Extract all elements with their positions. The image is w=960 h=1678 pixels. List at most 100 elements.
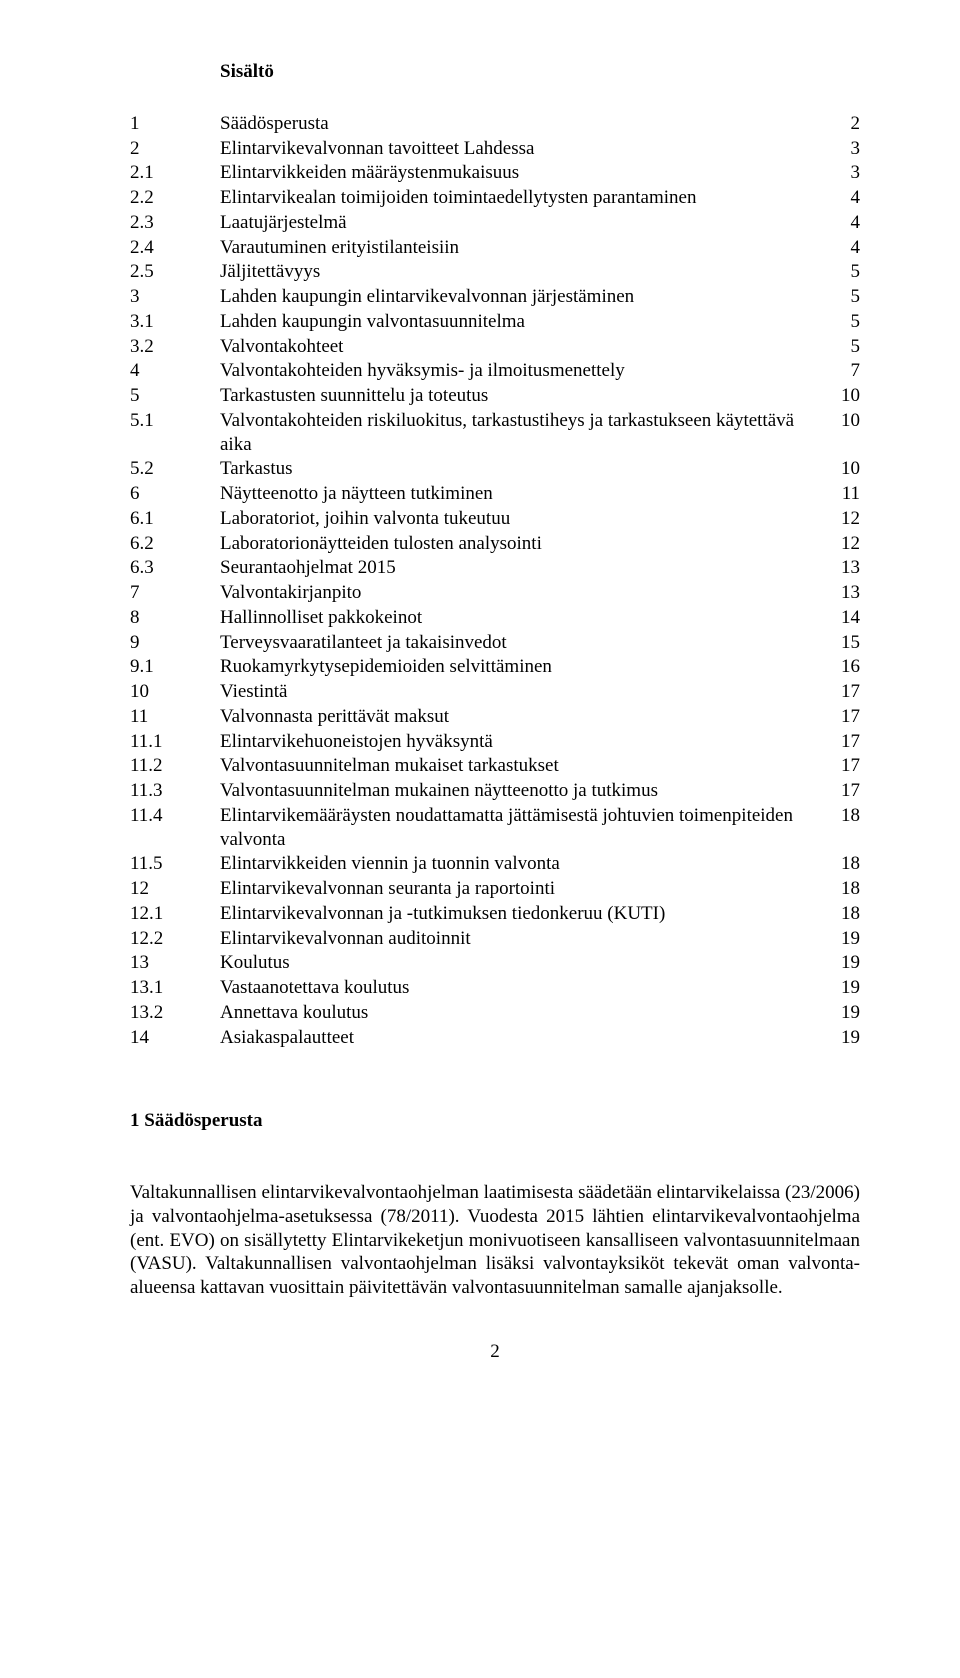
toc-entry-number: 11.4	[130, 804, 220, 828]
toc-row: 10Viestintä17	[130, 680, 860, 704]
toc-entry-label: Säädösperusta	[220, 112, 824, 136]
toc-entry-page: 4	[824, 186, 860, 210]
toc-entry-label: Asiakaspalautteet	[220, 1026, 824, 1050]
toc-entry-label: Elintarvikevalvonnan seuranta ja raporto…	[220, 877, 824, 901]
toc-row: 12.1Elintarvikevalvonnan ja -tutkimuksen…	[130, 902, 860, 926]
toc-row: 2.2Elintarvikealan toimijoiden toimintae…	[130, 186, 860, 210]
toc-entry-label: Elintarvikkeiden määräystenmukaisuus	[220, 161, 824, 185]
toc-entry-page: 15	[824, 631, 860, 655]
toc-entry-number: 6	[130, 482, 220, 506]
toc-entry-number: 2.3	[130, 211, 220, 235]
toc-row: 2.1Elintarvikkeiden määräystenmukaisuus3	[130, 161, 860, 185]
toc-entry-label: Terveysvaaratilanteet ja takaisinvedot	[220, 631, 824, 655]
toc-entry-page: 5	[824, 335, 860, 359]
toc-entry-page: 5	[824, 310, 860, 334]
toc-row: 2.5Jäljitettävyys5	[130, 260, 860, 284]
toc-entry-number: 11.2	[130, 754, 220, 778]
toc-entry-label: Elintarvikealan toimijoiden toimintaedel…	[220, 186, 824, 210]
toc-entry-page: 10	[824, 409, 860, 433]
toc-entry-page: 17	[824, 754, 860, 778]
toc-entry-page: 10	[824, 457, 860, 481]
toc-entry-number: 11	[130, 705, 220, 729]
toc-entry-label: Tarkastusten suunnittelu ja toteutus	[220, 384, 824, 408]
toc-entry-page: 12	[824, 532, 860, 556]
toc-entry-number: 3	[130, 285, 220, 309]
toc-entry-page: 19	[824, 1001, 860, 1025]
toc-entry-page: 17	[824, 680, 860, 704]
toc-entry-page: 2	[824, 112, 860, 136]
toc-entry-number: 11.1	[130, 730, 220, 754]
section-1-paragraph: Valtakunnallisen elintarvikevalvontaohje…	[130, 1181, 860, 1300]
toc-entry-label: Valvontakohteet	[220, 335, 824, 359]
toc-row: 2Elintarvikevalvonnan tavoitteet Lahdess…	[130, 137, 860, 161]
toc-row: 5.2Tarkastus10	[130, 457, 860, 481]
toc-entry-number: 12.2	[130, 927, 220, 951]
toc-title: Sisältö	[130, 60, 860, 84]
toc-entry-label: Elintarvikevalvonnan auditoinnit	[220, 927, 824, 951]
toc-entry-label: Tarkastus	[220, 457, 824, 481]
section-1-heading: 1 Säädösperusta	[130, 1109, 860, 1133]
toc-row: 13Koulutus19	[130, 951, 860, 975]
toc-entry-label: Seurantaohjelmat 2015	[220, 556, 824, 580]
toc-row: 8Hallinnolliset pakkokeinot14	[130, 606, 860, 630]
toc-entry-number: 3.2	[130, 335, 220, 359]
toc-entry-number: 13.1	[130, 976, 220, 1000]
toc-entry-number: 2.2	[130, 186, 220, 210]
toc-entry-page: 3	[824, 161, 860, 185]
toc-entry-page: 19	[824, 927, 860, 951]
toc-entry-page: 10	[824, 384, 860, 408]
toc-entry-page: 3	[824, 137, 860, 161]
toc-row: 3.1Lahden kaupungin valvontasuunnitelma5	[130, 310, 860, 334]
toc-entry-label: Valvontakohteiden riskiluokitus, tarkast…	[220, 409, 824, 457]
toc-entry-label: Viestintä	[220, 680, 824, 704]
toc-entry-label: Annettava koulutus	[220, 1001, 824, 1025]
toc-entry-label: Vastaanotettava koulutus	[220, 976, 824, 1000]
toc-entry-label: Jäljitettävyys	[220, 260, 824, 284]
toc-row: 11.3Valvontasuunnitelman mukainen näytte…	[130, 779, 860, 803]
toc-entry-label: Ruokamyrkytysepidemioiden selvittäminen	[220, 655, 824, 679]
toc-entry-page: 5	[824, 285, 860, 309]
toc-entry-number: 2	[130, 137, 220, 161]
toc-entry-number: 13	[130, 951, 220, 975]
toc-entry-label: Varautuminen erityistilanteisiin	[220, 236, 824, 260]
toc-entry-label: Valvonnasta perittävät maksut	[220, 705, 824, 729]
toc-entry-label: Laboratoriot, joihin valvonta tukeutuu	[220, 507, 824, 531]
toc-row: 11.5Elintarvikkeiden viennin ja tuonnin …	[130, 852, 860, 876]
toc-entry-label: Valvontakirjanpito	[220, 581, 824, 605]
toc-row: 6Näytteenotto ja näytteen tutkiminen11	[130, 482, 860, 506]
page-number: 2	[130, 1340, 860, 1364]
toc-entry-number: 5	[130, 384, 220, 408]
toc-entry-page: 17	[824, 705, 860, 729]
toc-row: 2.3Laatujärjestelmä4	[130, 211, 860, 235]
toc-entry-number: 1	[130, 112, 220, 136]
toc-entry-label: Valvontakohteiden hyväksymis- ja ilmoitu…	[220, 359, 824, 383]
toc-row: 9.1Ruokamyrkytysepidemioiden selvittämin…	[130, 655, 860, 679]
toc-entry-page: 18	[824, 902, 860, 926]
toc-row: 5Tarkastusten suunnittelu ja toteutus10	[130, 384, 860, 408]
toc-entry-page: 5	[824, 260, 860, 284]
toc-entry-number: 6.3	[130, 556, 220, 580]
toc-entry-page: 14	[824, 606, 860, 630]
toc-row: 3.2Valvontakohteet5	[130, 335, 860, 359]
toc-entry-page: 19	[824, 976, 860, 1000]
toc-entry-number: 14	[130, 1026, 220, 1050]
toc-entry-page: 17	[824, 779, 860, 803]
toc-row: 13.2Annettava koulutus19	[130, 1001, 860, 1025]
toc-entry-number: 12.1	[130, 902, 220, 926]
table-of-contents: 1Säädösperusta22Elintarvikevalvonnan tav…	[130, 112, 860, 1050]
toc-entry-number: 2.1	[130, 161, 220, 185]
toc-entry-label: Valvontasuunnitelman mukaiset tarkastuks…	[220, 754, 824, 778]
toc-row: 6.1Laboratoriot, joihin valvonta tukeutu…	[130, 507, 860, 531]
toc-entry-page: 19	[824, 951, 860, 975]
toc-entry-label: Näytteenotto ja näytteen tutkiminen	[220, 482, 824, 506]
toc-entry-number: 10	[130, 680, 220, 704]
toc-row: 14Asiakaspalautteet19	[130, 1026, 860, 1050]
toc-entry-number: 12	[130, 877, 220, 901]
toc-entry-page: 18	[824, 852, 860, 876]
toc-row: 3Lahden kaupungin elintarvikevalvonnan j…	[130, 285, 860, 309]
toc-row: 12Elintarvikevalvonnan seuranta ja rapor…	[130, 877, 860, 901]
toc-entry-label: Elintarvikevalvonnan tavoitteet Lahdessa	[220, 137, 824, 161]
toc-entry-page: 18	[824, 804, 860, 828]
toc-entry-number: 5.2	[130, 457, 220, 481]
toc-row: 12.2Elintarvikevalvonnan auditoinnit19	[130, 927, 860, 951]
